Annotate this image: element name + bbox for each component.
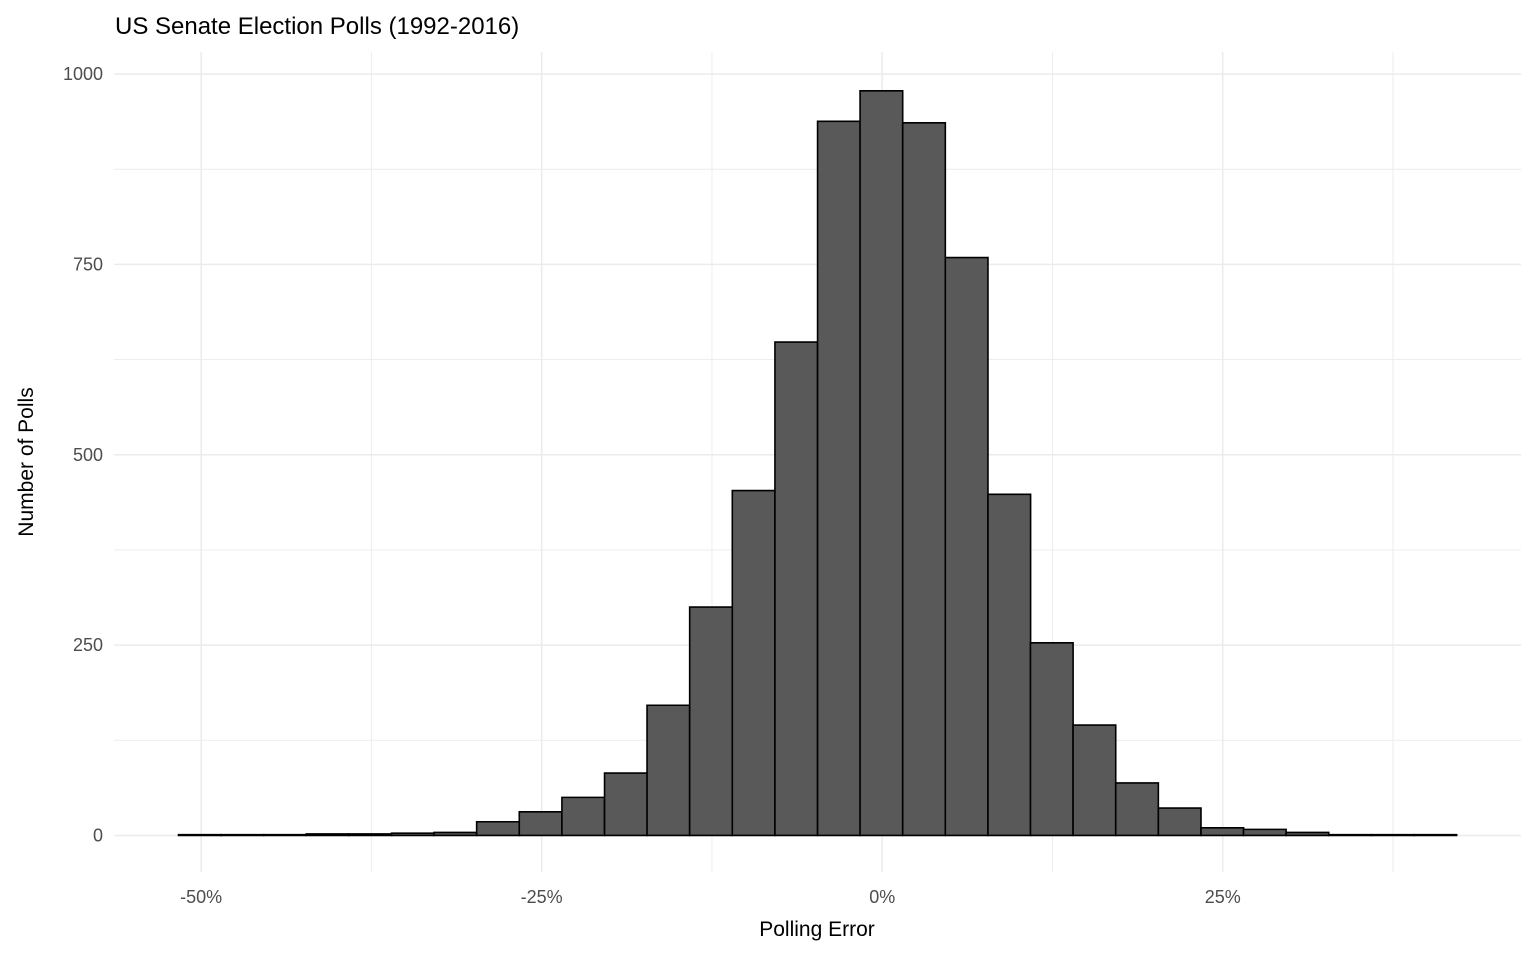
histogram-bar — [1072, 724, 1117, 837]
histogram-bar — [348, 833, 393, 837]
histogram-bar — [987, 493, 1032, 837]
y-tick-label: 250 — [73, 635, 103, 655]
x-tick-label: -25% — [521, 887, 563, 907]
histogram-bar — [731, 489, 776, 837]
histogram-bar — [305, 833, 350, 837]
plot-title: US Senate Election Polls (1992-2016) — [115, 13, 520, 40]
histogram-bar — [177, 833, 222, 837]
histogram-bar — [901, 122, 947, 837]
histogram-bar — [774, 341, 819, 837]
histogram-bar — [518, 811, 563, 837]
histogram-bar — [561, 796, 606, 837]
histogram-bar — [816, 120, 861, 837]
histogram-bars — [177, 90, 1458, 837]
histogram-bar — [646, 704, 691, 837]
histogram-bar — [1157, 807, 1202, 837]
histogram-bar — [390, 832, 435, 837]
histogram-bar — [1413, 833, 1458, 837]
histogram-bar — [1114, 782, 1160, 837]
histogram-bar — [1200, 827, 1245, 837]
y-tick-label: 750 — [73, 254, 103, 274]
histogram-bar — [688, 606, 734, 837]
y-tick-label: 500 — [73, 445, 103, 465]
y-tick-label: 1000 — [63, 64, 103, 84]
histogram-bar — [859, 90, 904, 837]
histogram-bar — [944, 256, 989, 837]
histogram-bar — [262, 833, 308, 837]
x-tick-label: -50% — [180, 887, 222, 907]
axis-tick-labels: 0 250 500 750 1000 -50% -25% 0% 25% — [63, 64, 1241, 907]
histogram-bar — [1370, 833, 1415, 837]
y-tick-label: 0 — [93, 825, 103, 845]
histogram-bar — [1327, 833, 1373, 837]
x-axis-title: Polling Error — [759, 918, 875, 941]
histogram-bar — [1242, 828, 1287, 837]
histogram-bar — [220, 833, 265, 837]
histogram-bar — [433, 831, 478, 837]
histogram-bar — [475, 820, 521, 837]
x-tick-label: 25% — [1205, 887, 1241, 907]
histogram-bar — [1029, 642, 1074, 837]
histogram-bar — [1285, 831, 1330, 837]
histogram-bar — [603, 772, 648, 837]
x-tick-label: 0% — [869, 887, 895, 907]
